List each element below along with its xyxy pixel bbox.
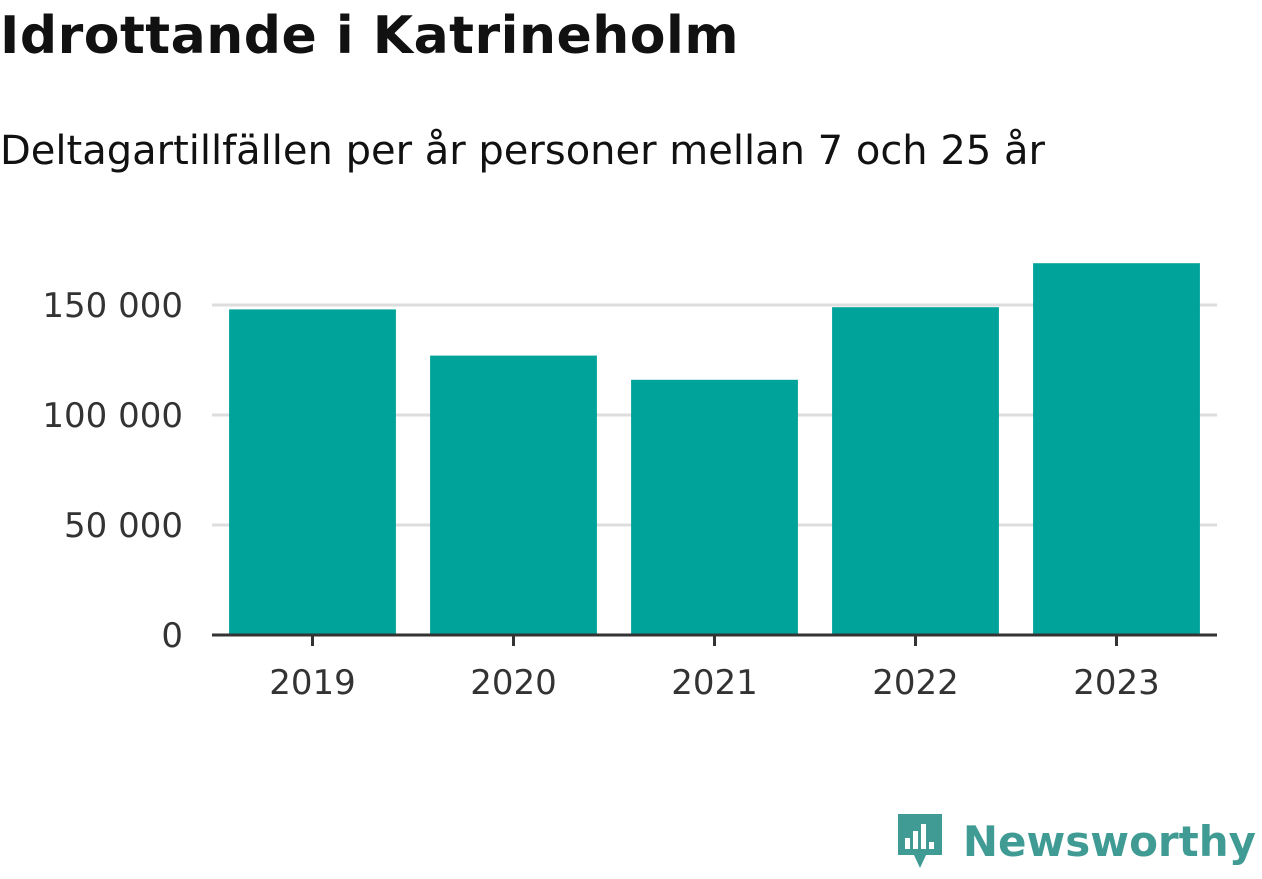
bar-2020: [430, 355, 597, 635]
x-tick-label: 2021: [671, 663, 758, 703]
y-tick-label: 150 000: [42, 286, 183, 326]
bars: [229, 263, 1200, 635]
x-tick-label: 2020: [470, 663, 557, 703]
x-axis-ticks: 2019 2020 2021 2022 2023: [269, 635, 1160, 703]
brand-name: Newsworthy: [962, 816, 1256, 866]
chart-title: Idrottande i Katrineholm: [0, 6, 740, 66]
bar-2023: [1033, 263, 1200, 635]
x-tick-label: 2023: [1073, 663, 1160, 703]
y-tick-label: 50 000: [64, 506, 183, 546]
bar-2019: [229, 309, 396, 635]
y-axis-ticks: 0 50 000 100 000 150 000: [42, 286, 183, 656]
bar-2021: [631, 379, 798, 635]
newsworthy-brand: Newsworthy: [895, 811, 1256, 871]
y-tick-label: 100 000: [42, 396, 183, 436]
x-tick-label: 2022: [872, 663, 959, 703]
y-tick-label: 0: [161, 616, 183, 656]
bar-2022: [832, 307, 999, 635]
chart-subtitle: Deltagartillfällen per år personer mella…: [0, 128, 1045, 174]
newsworthy-logo-icon: [897, 814, 942, 868]
x-tick-label: 2019: [269, 663, 356, 703]
